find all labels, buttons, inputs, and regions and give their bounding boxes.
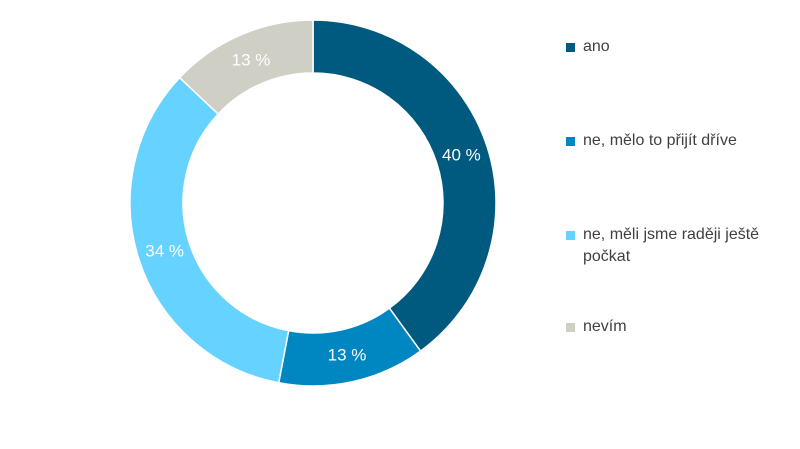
slice-nevim — [178, 19, 314, 116]
legend-item-ano: ano — [566, 36, 796, 58]
legend-label: ne, měli jsme raději ještě počkat — [583, 226, 760, 265]
legend-item-ne-pockat: ne, měli jsme raději ještě počkat — [566, 224, 796, 268]
data-label: 13 % — [328, 346, 367, 365]
data-label: 40 % — [442, 145, 481, 164]
slice-ano — [312, 19, 497, 353]
legend-item-ne-drive: ne, mělo to přijít dříve — [566, 130, 796, 152]
legend-swatch — [566, 43, 575, 52]
legend-label: ano — [583, 38, 610, 55]
legend-item-nevim: nevím — [566, 316, 796, 338]
slice-ne-pockat — [129, 76, 290, 384]
legend-label: nevím — [583, 318, 627, 335]
legend-swatch — [566, 137, 575, 146]
legend-label: ne, mělo to přijít dříve — [583, 132, 737, 149]
data-label: 13 % — [232, 50, 271, 69]
data-label: 34 % — [145, 242, 184, 261]
legend-swatch — [566, 323, 575, 332]
legend-swatch — [566, 231, 575, 240]
